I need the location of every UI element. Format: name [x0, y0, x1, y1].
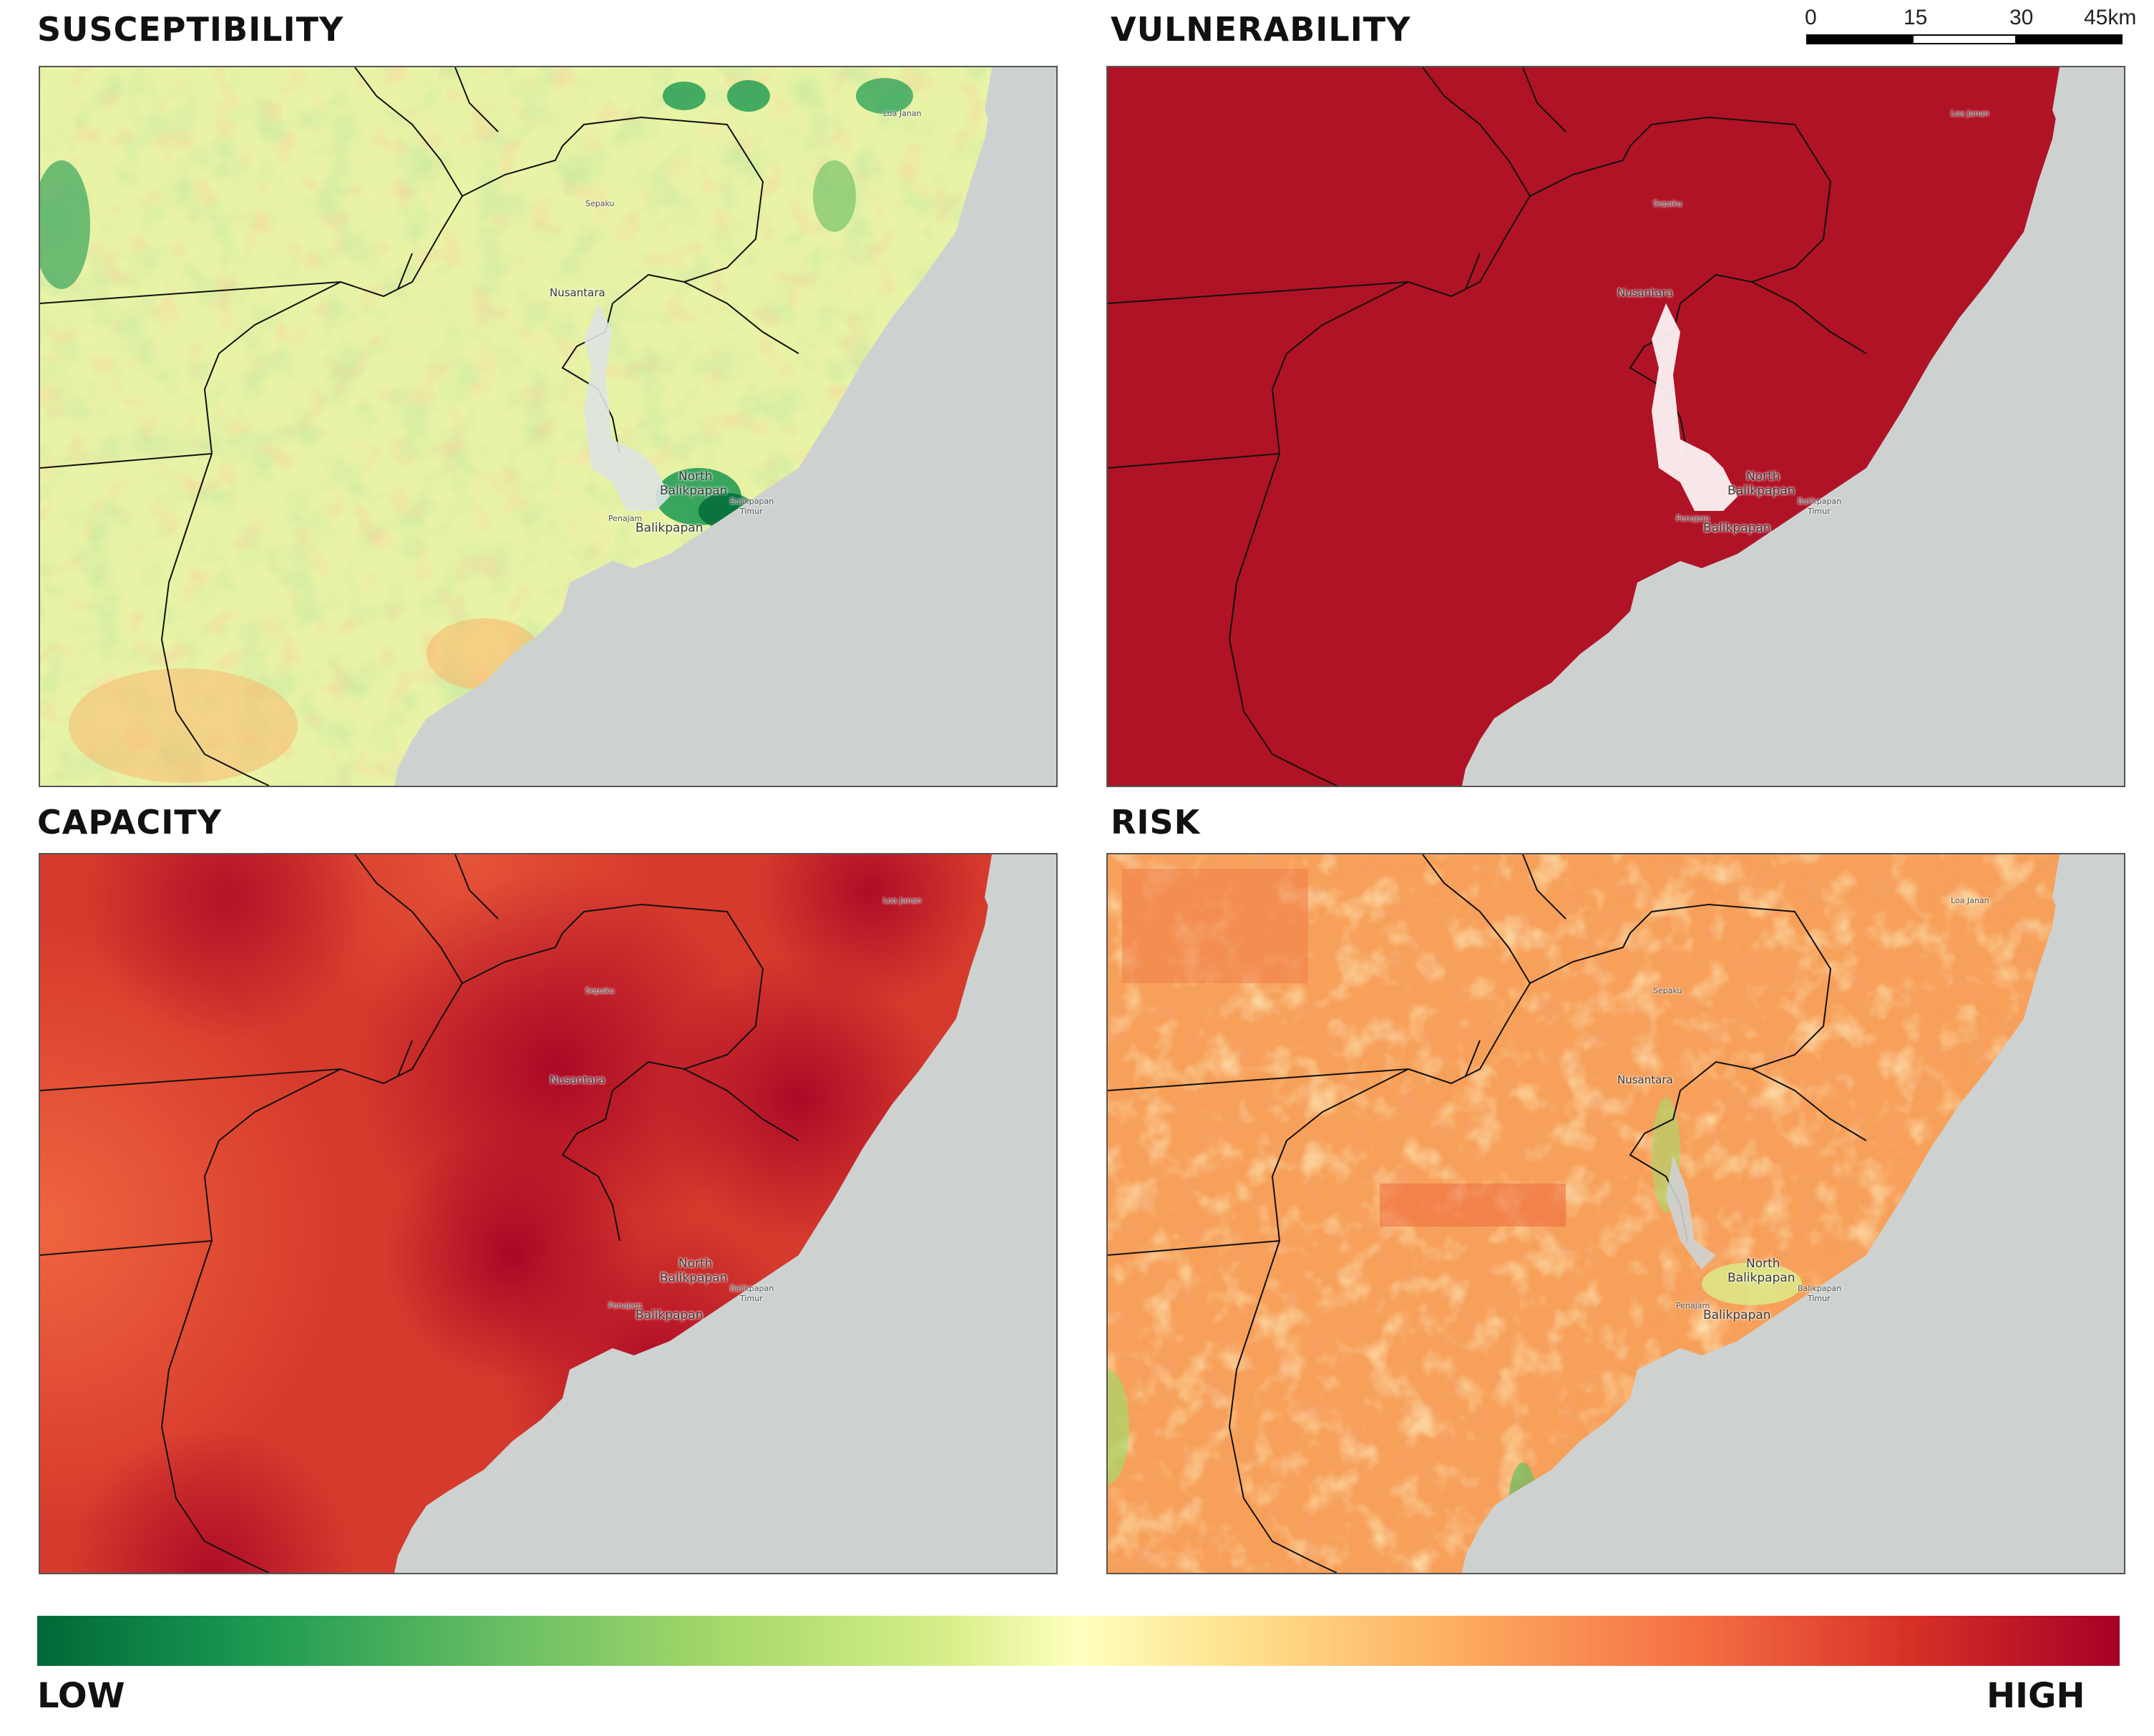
scale-tick-45km: 45km	[2084, 6, 2137, 29]
label-north-balikpapan-1: North	[678, 469, 713, 484]
scale-segment-2	[1912, 34, 2017, 44]
label-loa-janan: Loa Janan	[1951, 109, 1989, 118]
panel-title-vulnerability: VULNERABILITY	[1111, 10, 1411, 49]
label-sepaku: Sepaku	[1653, 199, 1682, 208]
label-loa-janan: Loa Janan	[883, 109, 922, 118]
vulnerability-raster	[1108, 67, 2081, 786]
label-nusantara: Nusantara	[550, 286, 605, 299]
label-balikpapan: Balikpapan	[635, 1308, 703, 1322]
label-north-balikpapan-1: North	[678, 1257, 713, 1271]
label-balikpapan-timur-1: Balikpapan	[1798, 1284, 1842, 1293]
label-sepaku: Sepaku	[1653, 986, 1682, 995]
risk-raster	[1108, 854, 2081, 1573]
label-nusantara: Nusantara	[550, 1073, 605, 1086]
map-panel-capacity: Loa Janan Sepaku Nusantara North Balikpa…	[39, 853, 1058, 1574]
label-north-balikpapan-1: North	[1746, 469, 1780, 484]
scale-tick-0: 0	[1805, 6, 1817, 29]
label-nusantara: Nusantara	[1617, 1073, 1673, 1086]
label-penajam: Penajam	[1676, 1301, 1710, 1310]
label-balikpapan-timur-1: Balikpapan	[1798, 497, 1842, 506]
label-penajam: Penajam	[608, 1301, 643, 1310]
legend-colorbar	[37, 1616, 2120, 1666]
label-balikpapan-timur-2: Timur	[740, 507, 763, 516]
legend-high-label: HIGH	[1987, 1676, 2085, 1716]
susceptibility-raster	[40, 67, 999, 786]
scale-tick-30: 30	[2009, 6, 2034, 29]
label-penajam: Penajam	[1676, 514, 1710, 523]
label-balikpapan-timur-1: Balikpapan	[730, 1284, 774, 1293]
label-loa-janan: Loa Janan	[1951, 896, 1989, 905]
map-panel-susceptibility: Loa Janan Sepaku Nusantara North Balikpa…	[39, 66, 1058, 787]
label-sepaku: Sepaku	[585, 986, 615, 995]
label-balikpapan-timur-2: Timur	[1808, 507, 1831, 516]
label-north-balikpapan-2: Balikpapan	[1727, 484, 1795, 498]
label-balikpapan: Balikpapan	[635, 521, 703, 535]
scale-segment-3	[2015, 34, 2123, 44]
capacity-raster	[40, 854, 1013, 1573]
scale-tick-15: 15	[1904, 6, 1928, 29]
scale-bar: 0 15 30 45km	[1805, 0, 2137, 57]
label-north-balikpapan-2: Balikpapan	[1727, 1271, 1795, 1285]
label-balikpapan: Balikpapan	[1703, 521, 1771, 535]
panel-title-risk: RISK	[1111, 803, 1201, 842]
legend-low-label: LOW	[37, 1676, 125, 1716]
label-nusantara: Nusantara	[1617, 286, 1673, 299]
label-balikpapan-timur-2: Timur	[740, 1294, 763, 1303]
label-sepaku: Sepaku	[585, 199, 615, 208]
scale-segment-1	[1806, 34, 1914, 44]
label-balikpapan: Balikpapan	[1703, 1308, 1771, 1322]
label-north-balikpapan-2: Balikpapan	[660, 1271, 728, 1285]
map-panel-vulnerability: Loa Janan Sepaku Nusantara North Balikpa…	[1106, 66, 2125, 787]
label-north-balikpapan-2: Balikpapan	[660, 484, 728, 498]
panel-title-susceptibility: SUSCEPTIBILITY	[37, 10, 344, 49]
panel-title-capacity: CAPACITY	[37, 803, 223, 842]
map-panel-risk: Loa Janan Sepaku Nusantara North Balikpa…	[1106, 853, 2125, 1574]
admin-boundaries	[40, 67, 1013, 786]
label-balikpapan-timur-2: Timur	[1808, 1294, 1831, 1303]
label-north-balikpapan-1: North	[1746, 1257, 1780, 1271]
label-balikpapan-timur-1: Balikpapan	[730, 497, 774, 506]
label-penajam: Penajam	[608, 514, 643, 523]
label-loa-janan: Loa Janan	[883, 896, 922, 905]
